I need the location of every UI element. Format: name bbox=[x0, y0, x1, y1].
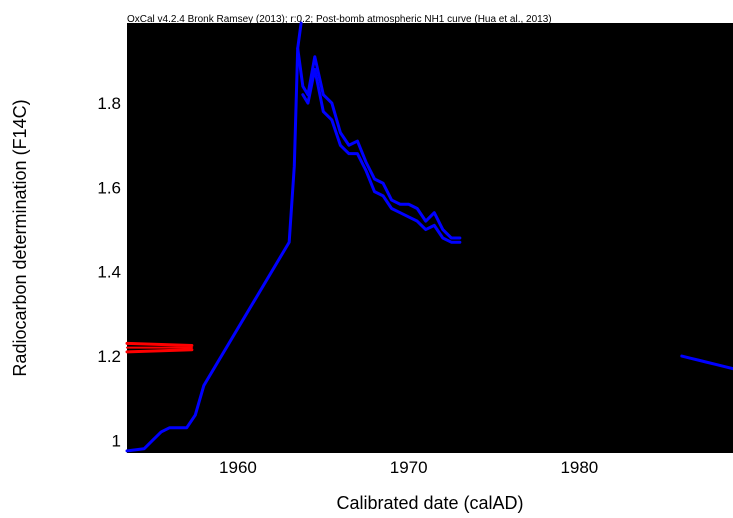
x-tick-label: 1970 bbox=[390, 458, 428, 477]
plot-background bbox=[127, 23, 733, 453]
series-line-calibration-curve-center bbox=[296, 46, 462, 240]
y-tick-label: 1 bbox=[112, 431, 121, 450]
series-line-calibration-curve-lower bbox=[301, 67, 462, 244]
y-tick-label: 1.6 bbox=[97, 178, 121, 197]
measurement-band-upper bbox=[125, 341, 194, 347]
series-line-calibration-curve-upper bbox=[125, 21, 303, 453]
y-axis-label: Radiocarbon determination (F14C) bbox=[10, 99, 30, 376]
series-line-calibration-curve-late bbox=[680, 354, 733, 371]
data-series-group bbox=[125, 21, 733, 453]
y-tick-label: 1.8 bbox=[97, 94, 121, 113]
measurement-band-lower bbox=[125, 348, 194, 354]
chart-title: OxCal v4.2.4 Bronk Ramsey (2013); r:0.2;… bbox=[127, 14, 552, 25]
x-tick-label: 1960 bbox=[219, 458, 257, 477]
x-axis-label: Calibrated date (calAD) bbox=[336, 493, 523, 513]
axes-group: 1960 1970 1980 1 1.2 1.4 1.6 1.8 bbox=[97, 94, 598, 477]
x-tick-label: 1980 bbox=[560, 458, 598, 477]
y-tick-label: 1.2 bbox=[97, 347, 121, 366]
y-tick-label: 1.4 bbox=[97, 263, 121, 282]
